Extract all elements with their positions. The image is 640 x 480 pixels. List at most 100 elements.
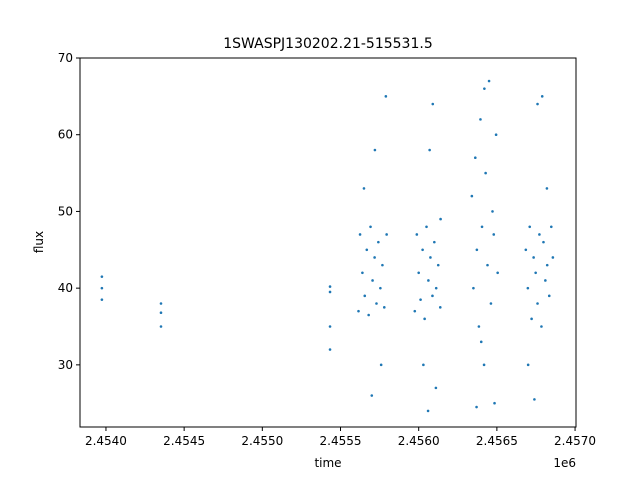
data-point — [367, 313, 370, 317]
data-point — [159, 302, 163, 305]
data-point — [365, 248, 369, 252]
x-tick-label: 2.4540 — [85, 434, 127, 448]
data-point — [429, 256, 432, 259]
data-point — [362, 187, 366, 190]
data-point — [484, 171, 487, 175]
data-point — [421, 248, 424, 252]
data-point — [369, 225, 372, 229]
data-point — [357, 309, 360, 313]
data-point — [328, 325, 332, 328]
data-point — [434, 286, 438, 290]
data-point — [328, 285, 332, 288]
data-point — [100, 298, 104, 301]
data-point — [479, 118, 482, 121]
data-point — [544, 279, 547, 282]
data-point — [542, 240, 545, 244]
data-point — [479, 340, 483, 344]
data-point — [547, 294, 551, 298]
data-point — [423, 317, 426, 321]
data-point — [549, 225, 553, 229]
data-point — [524, 248, 528, 252]
data-point — [427, 279, 430, 282]
data-point — [417, 271, 420, 275]
data-point — [328, 290, 332, 294]
data-point — [533, 398, 536, 401]
data-point — [532, 256, 535, 259]
data-point — [528, 225, 532, 229]
data-point — [363, 294, 367, 298]
data-point — [358, 233, 362, 236]
y-tick-label: 30 — [58, 358, 73, 372]
data-point — [483, 87, 486, 90]
data-point — [491, 210, 494, 213]
data-point — [494, 133, 498, 137]
data-point — [477, 325, 481, 328]
x-tick-label: 2.4560 — [398, 434, 440, 448]
data-point — [534, 271, 537, 275]
data-point — [382, 306, 386, 309]
data-point — [540, 325, 543, 328]
data-point — [361, 271, 364, 275]
data-point — [370, 394, 374, 397]
data-point — [428, 148, 431, 152]
data-point — [379, 286, 382, 290]
data-point — [100, 275, 104, 278]
x-tick-label: 2.4565 — [476, 434, 518, 448]
data-point — [486, 263, 489, 267]
data-point — [436, 263, 440, 267]
data-point — [487, 79, 491, 83]
data-point — [439, 217, 442, 221]
data-point — [472, 286, 475, 290]
data-point — [419, 298, 422, 301]
data-point — [426, 409, 430, 413]
data-point — [540, 95, 544, 98]
data-point — [545, 187, 549, 190]
data-point — [492, 233, 496, 236]
data-point — [425, 225, 428, 229]
x-offset-label: 1e6 — [553, 456, 576, 470]
x-tick-label: 2.4550 — [241, 434, 283, 448]
data-point — [482, 363, 486, 367]
data-point — [473, 156, 477, 160]
data-point — [526, 286, 530, 290]
axes-frame — [79, 57, 577, 428]
data-point — [415, 233, 419, 236]
data-point — [526, 363, 530, 367]
data-point — [480, 225, 484, 229]
data-point — [373, 256, 376, 259]
data-point — [433, 240, 436, 244]
data-point — [377, 240, 380, 244]
data-point — [159, 325, 163, 328]
data-point — [496, 271, 499, 275]
y-tick-label: 70 — [58, 51, 73, 65]
x-tick-label: 2.4555 — [320, 434, 362, 448]
data-point — [434, 386, 438, 390]
data-point — [431, 294, 434, 298]
data-point — [100, 286, 104, 290]
data-point — [493, 401, 496, 405]
data-point — [328, 348, 332, 351]
data-point — [489, 302, 493, 305]
data-point — [422, 363, 425, 367]
data-point — [475, 248, 479, 252]
y-tick-label: 60 — [58, 128, 73, 142]
y-tick-label: 50 — [58, 204, 73, 218]
data-point — [536, 102, 539, 106]
data-point — [551, 256, 555, 259]
data-point — [159, 311, 163, 314]
data-point — [384, 95, 388, 98]
data-point — [379, 363, 383, 367]
x-tick-label: 2.4545 — [163, 434, 205, 448]
y-tick-label: 40 — [58, 281, 73, 295]
x-tick-label: 2.4570 — [554, 434, 596, 448]
data-point — [545, 263, 549, 267]
chart-title: 1SWASPJ130202.21-515531.5 — [223, 36, 432, 52]
data-point — [530, 317, 533, 321]
data-point — [475, 405, 478, 409]
data-point — [538, 233, 541, 236]
x-axis-label: time — [314, 456, 341, 470]
data-point — [536, 302, 539, 305]
data-point — [438, 306, 442, 309]
data-point — [381, 263, 384, 267]
